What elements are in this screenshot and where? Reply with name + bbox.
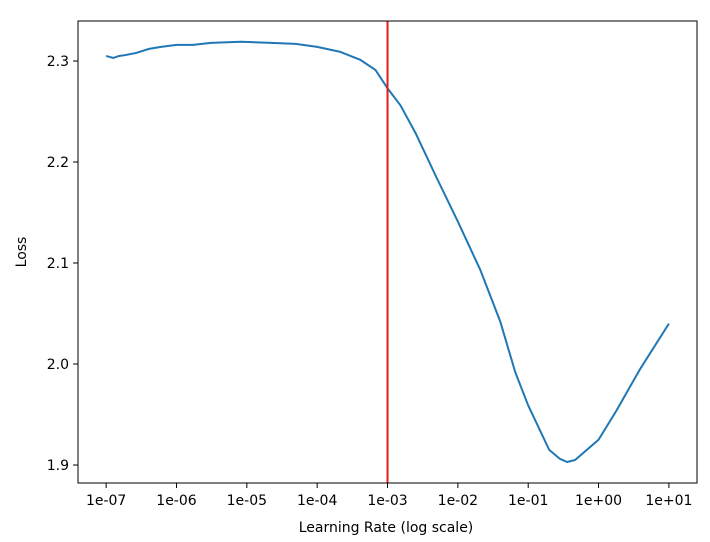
x-tick-label: 1e-03 [367,493,407,509]
x-tick-label: 1e-05 [227,493,267,509]
loss-line [105,40,670,463]
x-tick-label: 1e+01 [645,493,692,509]
x-axis-label: Learning Rate (log scale) [299,520,474,536]
x-tick-label: 1e-01 [508,493,548,509]
x-tick-label: 1e-06 [156,493,196,509]
y-tick-label: 2.3 [47,54,69,70]
y-tick-label: 1.9 [47,458,69,474]
y-tick-label: 2.1 [47,256,69,272]
y-tick-label: 2.0 [47,357,69,373]
y-axis-label: Loss [14,237,30,268]
x-tick-label: 1e-04 [297,493,337,509]
x-tick-label: 1e-07 [86,493,126,509]
x-tick-label: 1e+00 [575,493,622,509]
x-tick-label: 1e-02 [438,493,478,509]
plot-frame [77,20,698,484]
y-tick-label: 2.2 [47,155,69,171]
